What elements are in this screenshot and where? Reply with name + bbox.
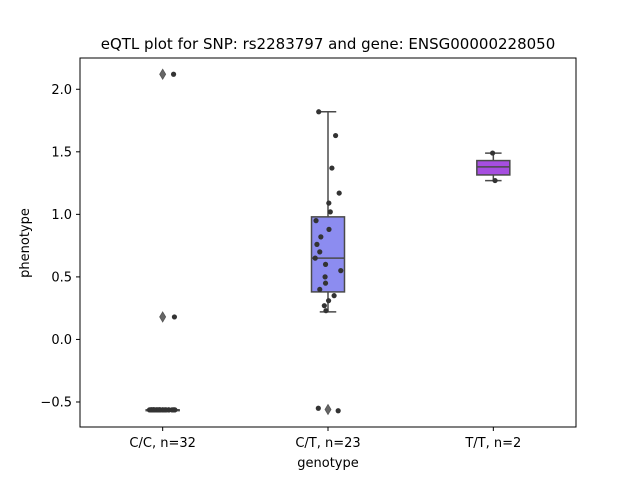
y-tick-label: 0.0 [51, 333, 72, 348]
data-point [336, 190, 342, 196]
outlier-marker [324, 403, 332, 416]
data-point [323, 308, 329, 314]
data-point [155, 407, 162, 413]
x-tick-label: C/C, n=32 [129, 436, 195, 451]
y-tick-label: 0.5 [51, 270, 72, 285]
data-point [331, 293, 337, 299]
box-iqr [476, 159, 511, 176]
data-point [338, 268, 344, 274]
data-point [321, 303, 327, 309]
data-point [317, 249, 323, 255]
data-point [326, 226, 332, 232]
data-point [313, 218, 319, 224]
data-point [492, 177, 498, 184]
y-axis: −0.5 0.0 0.5 1.0 1.5 2.0 [40, 83, 80, 410]
data-point [316, 109, 322, 115]
x-axis: C/C, n=32 C/T, n=23 T/T, n=2 [129, 427, 521, 451]
outlier-marker [159, 68, 167, 81]
data-point [314, 241, 320, 247]
data-point [489, 150, 496, 156]
y-tick-label: −0.5 [40, 395, 72, 410]
box-group [476, 152, 511, 182]
data-point [312, 255, 318, 261]
data-point [322, 274, 328, 280]
data-point [150, 407, 157, 413]
y-axis-label: phenotype [18, 208, 33, 278]
data-point [317, 286, 323, 293]
data-point [171, 314, 178, 320]
chart-title: eQTL plot for SNP: rs2283797 and gene: E… [101, 35, 556, 53]
outlier-marker [159, 311, 167, 323]
y-tick-label: 1.0 [51, 208, 72, 223]
y-tick-label: 2.0 [51, 83, 72, 98]
data-point [315, 405, 321, 411]
data-point [332, 132, 339, 139]
x-tick-label: C/T, n=23 [295, 436, 360, 451]
data-point [318, 234, 324, 240]
data-point [170, 71, 177, 77]
data-point [322, 261, 329, 267]
data-point [322, 280, 329, 286]
data-point [162, 407, 169, 413]
y-tick-label: 1.5 [51, 145, 72, 160]
points-layer [146, 71, 498, 414]
x-tick-label: T/T, n=2 [464, 436, 521, 451]
data-point [325, 298, 332, 304]
data-point [326, 200, 332, 206]
data-point [329, 165, 335, 171]
x-axis-label: genotype [297, 456, 358, 471]
data-point [327, 209, 333, 215]
data-point [335, 408, 341, 414]
